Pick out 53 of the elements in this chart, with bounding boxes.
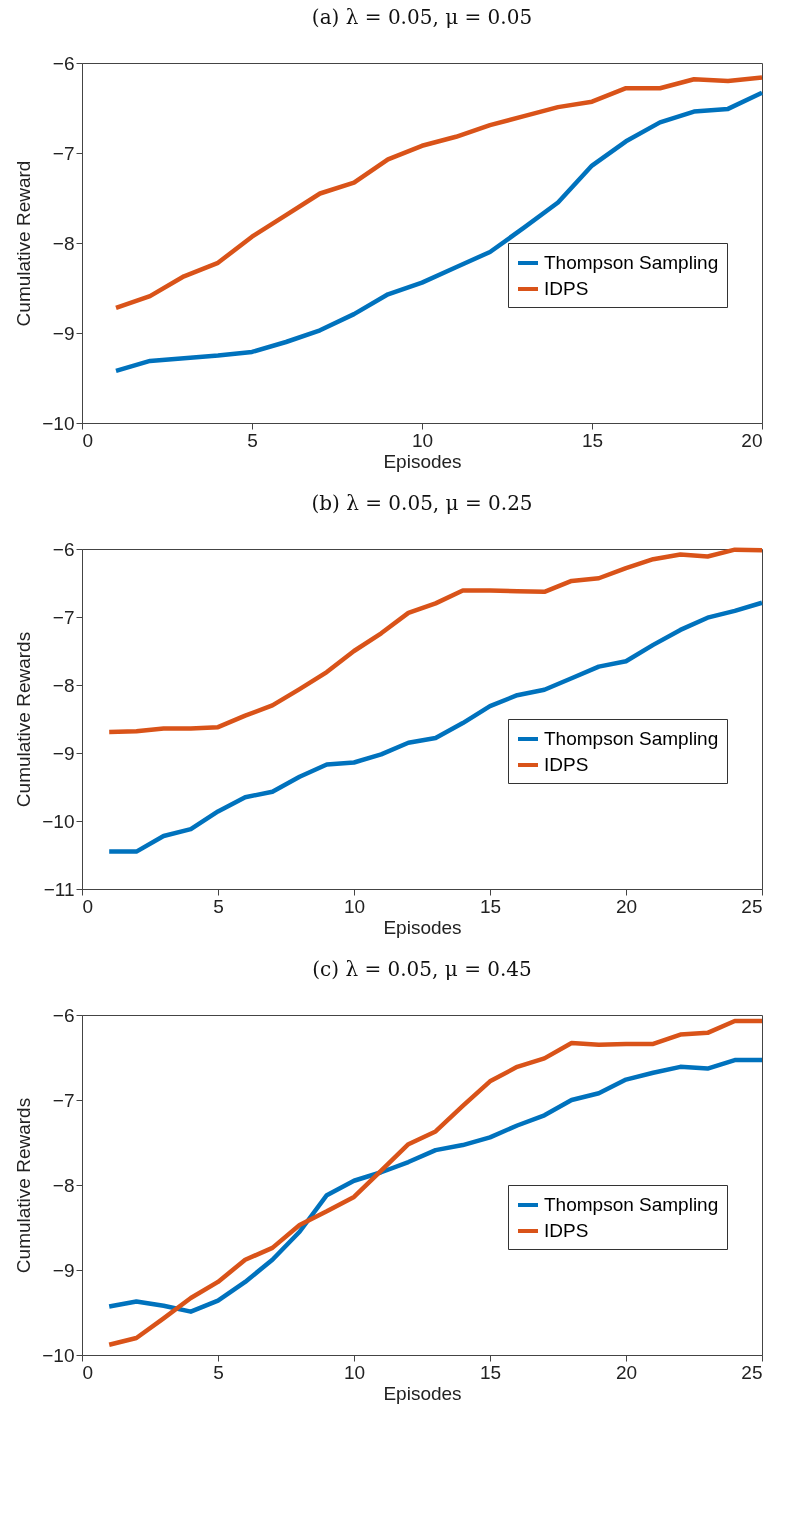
x-tick-label: 10 bbox=[343, 1361, 366, 1383]
y-axis-title: Cumulative Rewards bbox=[13, 1097, 35, 1274]
x-tick-label: 15 bbox=[581, 429, 604, 451]
x-tick-label: 25 bbox=[741, 895, 763, 917]
chart-title: (c) λ = 0.05, μ = 0.45 bbox=[312, 957, 532, 981]
y-tick-label: −10 bbox=[42, 810, 75, 832]
chart-title: (a) λ = 0.05, μ = 0.05 bbox=[311, 5, 533, 29]
x-tick-label: 15 bbox=[479, 895, 502, 917]
y-tick-label: −10 bbox=[42, 1344, 75, 1366]
x-tick-label: 20 bbox=[615, 1361, 638, 1383]
y-tick-label: −10 bbox=[42, 412, 75, 434]
x-tick-label: 20 bbox=[741, 429, 763, 451]
line-series bbox=[113, 90, 765, 374]
x-axis-title: Episodes bbox=[383, 1382, 462, 1404]
x-tick-label: 15 bbox=[479, 1361, 502, 1383]
x-tick-label: 20 bbox=[615, 895, 638, 917]
y-tick-label: −11 bbox=[43, 878, 75, 900]
legend-label: IDPS bbox=[544, 754, 589, 775]
x-tick-label: 0 bbox=[82, 429, 94, 451]
y-tick-label: −8 bbox=[52, 674, 75, 696]
x-tick-label: 10 bbox=[343, 895, 366, 917]
legend-label: IDPS bbox=[544, 278, 589, 299]
legend-label: Thompson Sampling bbox=[544, 252, 719, 273]
x-tick-label: 5 bbox=[213, 895, 224, 917]
line-series bbox=[113, 75, 765, 311]
x-axis-title: Episodes bbox=[383, 450, 462, 472]
y-tick-label: −9 bbox=[52, 742, 75, 764]
y-tick-label: −8 bbox=[52, 1174, 75, 1196]
x-axis-title: Episodes bbox=[383, 916, 462, 938]
x-tick-label: 25 bbox=[741, 1361, 763, 1383]
x-tick-label: 5 bbox=[247, 429, 258, 451]
y-axis-title: Cumulative Reward bbox=[13, 160, 35, 327]
x-tick-label: 0 bbox=[82, 1361, 94, 1383]
y-tick-label: −6 bbox=[52, 538, 75, 560]
legend-label: Thompson Sampling bbox=[544, 728, 719, 749]
y-tick-label: −7 bbox=[52, 606, 75, 628]
y-tick-label: −9 bbox=[52, 1259, 75, 1281]
x-tick-label: 5 bbox=[213, 1361, 224, 1383]
y-tick-label: −6 bbox=[52, 52, 75, 74]
y-axis-title: Cumulative Rewards bbox=[13, 631, 35, 808]
y-tick-label: −6 bbox=[52, 1004, 75, 1026]
chart-title: (b) λ = 0.05, μ = 0.25 bbox=[311, 491, 533, 515]
x-tick-label: 0 bbox=[82, 895, 94, 917]
y-tick-label: −8 bbox=[52, 232, 75, 254]
y-tick-label: −7 bbox=[52, 1089, 75, 1111]
y-tick-label: −7 bbox=[52, 142, 75, 164]
line-series bbox=[106, 1057, 765, 1314]
y-tick-label: −9 bbox=[52, 322, 75, 344]
legend-label: IDPS bbox=[544, 1220, 589, 1241]
legend-label: Thompson Sampling bbox=[544, 1194, 719, 1215]
line-series bbox=[106, 600, 765, 854]
line-series bbox=[106, 1018, 765, 1348]
x-tick-label: 10 bbox=[411, 429, 434, 451]
